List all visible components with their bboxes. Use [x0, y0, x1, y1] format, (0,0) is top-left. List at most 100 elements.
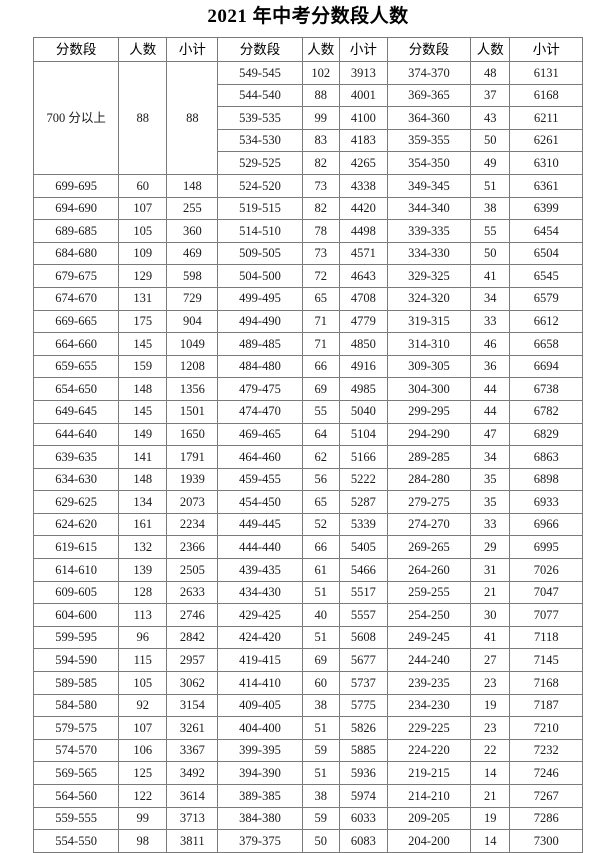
- cell-count: 36: [470, 354, 511, 379]
- table-row: 689-685 105 360 514-510 78 4498 339-335 55 6454: [32, 219, 583, 243]
- cell-segment: 414-410: [217, 671, 303, 695]
- cell-count: 125: [118, 761, 168, 785]
- cell-subtotal: 3614: [166, 784, 219, 808]
- cell-segment: 509-505: [217, 241, 303, 266]
- cell-segment: 519-515: [217, 196, 303, 221]
- cell-count: 35: [470, 467, 511, 492]
- cell-count: 51: [301, 716, 340, 740]
- cell-count: 19: [470, 693, 511, 718]
- cell-segment: 544-540: [217, 83, 303, 108]
- cell-subtotal: 5405: [338, 535, 388, 560]
- cell-count: 161: [118, 512, 168, 537]
- cell-count: 21: [470, 580, 511, 605]
- cell-segment: 669-665: [32, 309, 120, 334]
- cell-count: 47: [470, 422, 511, 447]
- cell-count: 48: [470, 61, 511, 85]
- cell-segment: 419-415: [217, 648, 303, 673]
- cell-segment: 359-355: [386, 128, 472, 153]
- cell-subtotal: 148: [166, 173, 219, 198]
- cell-segment: 229-225: [386, 716, 472, 740]
- cell-segment: 249-245: [386, 625, 472, 650]
- cell-segment: 554-550: [32, 829, 120, 853]
- cell-subtotal: 1501: [166, 399, 219, 424]
- cell-subtotal: 6211: [509, 106, 583, 130]
- cell-count: 149: [118, 422, 168, 447]
- cell-segment: 659-655: [32, 354, 120, 379]
- cell-count: 107: [118, 196, 168, 221]
- table-row: 569-565 125 3492 394-390 51 5936 219-215 14 7246: [32, 761, 583, 785]
- cell-subtotal: 4265: [338, 151, 388, 175]
- cell-segment: 309-305: [386, 354, 472, 379]
- cell-subtotal: 5222: [338, 467, 388, 492]
- cell-segment: 664-660: [32, 332, 120, 356]
- cell-segment: 449-445: [217, 512, 303, 537]
- cell-count: 109: [118, 241, 168, 266]
- cell-segment: 584-580: [32, 693, 120, 718]
- cell-segment: 439-435: [217, 558, 303, 582]
- cell-segment: 369-365: [386, 83, 472, 108]
- table-row: 544-540 88 4001 369-365 37 6168: [34, 83, 583, 108]
- cell-segment: 259-255: [386, 580, 472, 605]
- cell-subtotal: 4100: [338, 106, 388, 130]
- cell-count: 27: [470, 648, 511, 673]
- cell-count: 40: [301, 603, 340, 627]
- cell-count: 107: [118, 716, 168, 740]
- cell-segment: 399-395: [217, 738, 303, 763]
- cell-count: 148: [118, 377, 168, 401]
- cell-subtotal: 3154: [166, 693, 219, 718]
- cell-subtotal: 5936: [338, 761, 388, 785]
- page-title: 2021 年中考分数段人数: [207, 6, 409, 27]
- cell-segment: 524-520: [217, 173, 303, 198]
- table-row: 639-635 141 1791 464-460 62 5166 289-285 34 6863: [32, 445, 583, 469]
- column-header-subtotal-3: 小计: [509, 37, 583, 62]
- cell-count: 65: [301, 490, 340, 514]
- cell-count: 52: [301, 512, 340, 537]
- table-row: 664-660 145 1049 489-485 71 4850 314-310 46 6658: [32, 332, 583, 356]
- cell-subtotal: 7267: [509, 784, 583, 808]
- cell-subtotal: 3062: [166, 671, 219, 695]
- cell-count: 82: [301, 196, 340, 221]
- cell-count: 33: [470, 512, 511, 537]
- cell-segment: 324-320: [386, 286, 472, 311]
- cell-subtotal: 7145: [509, 648, 583, 673]
- cell-subtotal: 6579: [509, 286, 583, 311]
- table-row: 564-560 122 3614 389-385 38 5974 214-210 21 7267: [32, 784, 583, 808]
- cell-segment: 504-500: [217, 264, 303, 288]
- cell-segment: 569-565: [32, 761, 120, 785]
- table-row: 679-675 129 598 504-500 72 4643 329-325 41 6545: [32, 264, 583, 288]
- cell-subtotal: 6361: [509, 173, 583, 198]
- cell-count: 105: [118, 219, 168, 243]
- cell-segment: 474-470: [217, 399, 303, 424]
- cell-count: 159: [118, 354, 168, 379]
- table-row: 559-555 99 3713 384-380 59 6033 209-205 19 7286: [32, 806, 583, 831]
- cell-count: 41: [470, 264, 511, 288]
- cell-segment: 699-695: [32, 173, 120, 198]
- cell-subtotal: 7187: [509, 693, 583, 718]
- cell-subtotal: 3492: [166, 761, 219, 785]
- cell-count: 60: [118, 173, 168, 198]
- cell-segment: 689-685: [32, 219, 120, 243]
- cell-segment: 684-680: [32, 241, 120, 266]
- cell-count: 96: [118, 625, 168, 650]
- cell-segment: 499-495: [217, 286, 303, 311]
- cell-count: 14: [470, 829, 511, 853]
- cell-subtotal: 5885: [338, 738, 388, 763]
- cell-subtotal: 6966: [509, 512, 583, 537]
- cell-subtotal: 1049: [166, 332, 219, 356]
- cell-count: 43: [470, 106, 511, 130]
- cell-count: 131: [118, 286, 168, 311]
- cell-subtotal: 2746: [166, 603, 219, 627]
- table-row: 614-610 139 2505 439-435 61 5466 264-260 31 7026: [32, 558, 583, 582]
- table-row: 599-595 96 2842 424-420 51 5608 249-245 41 7118: [32, 625, 583, 650]
- cell-segment: 429-425: [217, 603, 303, 627]
- cell-count: 92: [118, 693, 168, 718]
- cell-subtotal: 7286: [509, 806, 583, 831]
- cell-segment: 559-555: [32, 806, 120, 831]
- cell-subtotal: 360: [166, 219, 219, 243]
- cell-subtotal: 3811: [166, 829, 219, 853]
- cell-segment: 459-455: [217, 467, 303, 492]
- cell-count: 99: [301, 106, 340, 130]
- cell-count: 83: [301, 128, 340, 153]
- table-row: 629-625 134 2073 454-450 65 5287 279-275 35 6933: [32, 490, 583, 514]
